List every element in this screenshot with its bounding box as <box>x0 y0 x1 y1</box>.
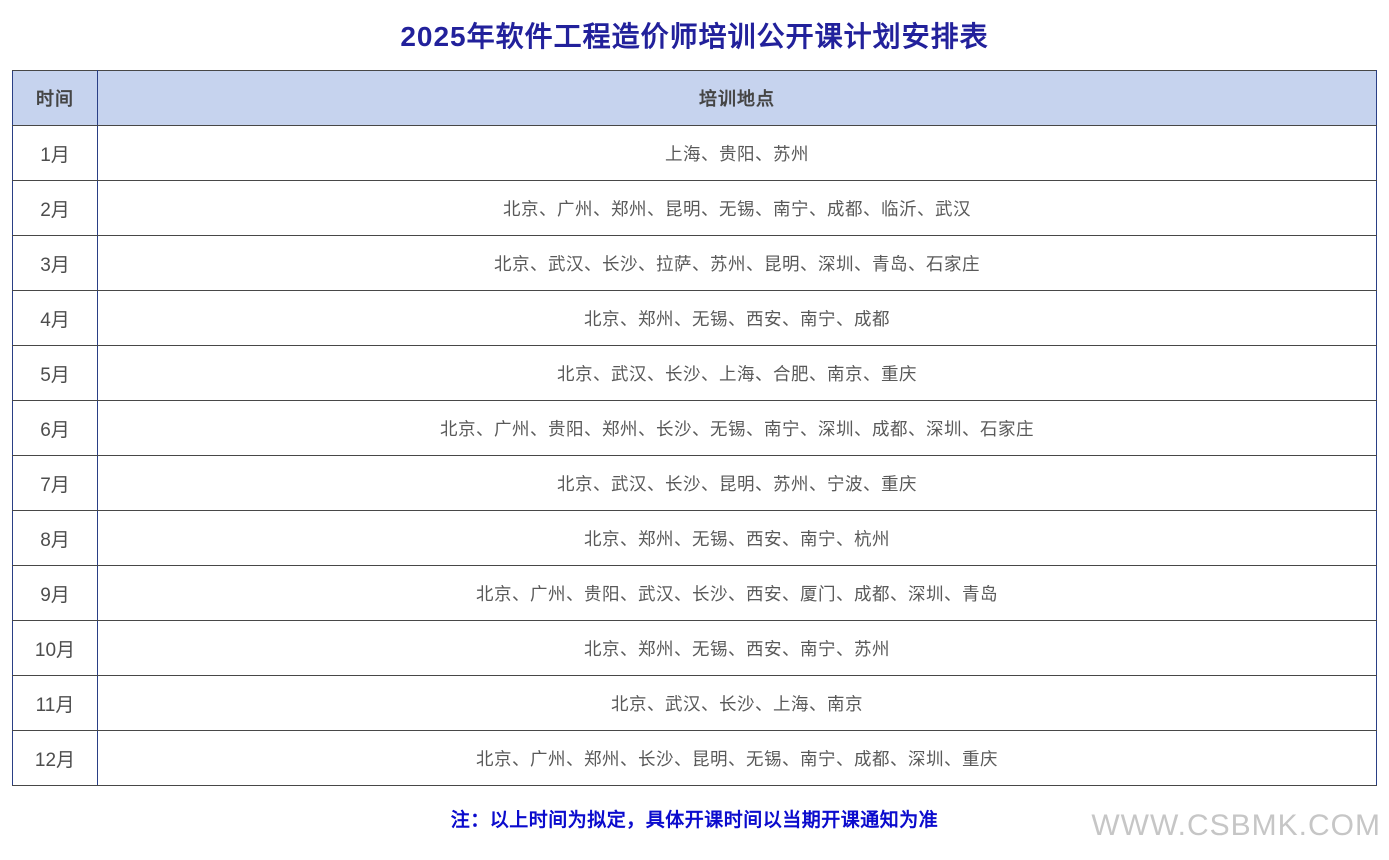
header-location: 培训地点 <box>97 70 1377 126</box>
table-row: 7月 北京、武汉、长沙、昆明、苏州、宁波、重庆 <box>12 455 1377 511</box>
month-cell: 6月 <box>12 400 98 456</box>
table-row: 2月 北京、广州、郑州、昆明、无锡、南宁、成都、临沂、武汉 <box>12 180 1377 236</box>
header-row: 时间 培训地点 <box>12 70 1377 126</box>
table-row: 3月 北京、武汉、长沙、拉萨、苏州、昆明、深圳、青岛、石家庄 <box>12 235 1377 291</box>
month-cell: 7月 <box>12 455 98 511</box>
table-row: 4月 北京、郑州、无锡、西安、南宁、成都 <box>12 290 1377 346</box>
month-cell: 3月 <box>12 235 98 291</box>
month-cell: 8月 <box>12 510 98 566</box>
locations-cell: 北京、武汉、长沙、上海、合肥、南京、重庆 <box>97 345 1377 401</box>
locations-cell: 北京、广州、郑州、长沙、昆明、无锡、南宁、成都、深圳、重庆 <box>97 730 1377 786</box>
table-row: 9月 北京、广州、贵阳、武汉、长沙、西安、厦门、成都、深圳、青岛 <box>12 565 1377 621</box>
schedule-table: 时间 培训地点 1月 上海、贵阳、苏州 2月 北京、广州、郑州、昆明、无锡、南宁… <box>12 70 1377 786</box>
locations-cell: 北京、武汉、长沙、拉萨、苏州、昆明、深圳、青岛、石家庄 <box>97 235 1377 291</box>
locations-cell: 北京、武汉、长沙、昆明、苏州、宁波、重庆 <box>97 455 1377 511</box>
table-row: 5月 北京、武汉、长沙、上海、合肥、南京、重庆 <box>12 345 1377 401</box>
locations-cell: 北京、郑州、无锡、西安、南宁、苏州 <box>97 620 1377 676</box>
month-cell: 10月 <box>12 620 98 676</box>
locations-cell: 北京、郑州、无锡、西安、南宁、成都 <box>97 290 1377 346</box>
month-cell: 4月 <box>12 290 98 346</box>
month-cell: 11月 <box>12 675 98 731</box>
header-time: 时间 <box>12 70 98 126</box>
table-row: 6月 北京、广州、贵阳、郑州、长沙、无锡、南宁、深圳、成都、深圳、石家庄 <box>12 400 1377 456</box>
locations-cell: 北京、广州、贵阳、郑州、长沙、无锡、南宁、深圳、成都、深圳、石家庄 <box>97 400 1377 456</box>
table-row: 12月 北京、广州、郑州、长沙、昆明、无锡、南宁、成都、深圳、重庆 <box>12 730 1377 786</box>
table-row: 11月 北京、武汉、长沙、上海、南京 <box>12 675 1377 731</box>
locations-cell: 北京、广州、贵阳、武汉、长沙、西安、厦门、成都、深圳、青岛 <box>97 565 1377 621</box>
month-cell: 12月 <box>12 730 98 786</box>
locations-cell: 北京、武汉、长沙、上海、南京 <box>97 675 1377 731</box>
month-cell: 5月 <box>12 345 98 401</box>
locations-cell: 上海、贵阳、苏州 <box>97 125 1377 181</box>
table-row: 8月 北京、郑州、无锡、西安、南宁、杭州 <box>12 510 1377 566</box>
table-row: 1月 上海、贵阳、苏州 <box>12 125 1377 181</box>
month-cell: 2月 <box>12 180 98 236</box>
locations-cell: 北京、郑州、无锡、西安、南宁、杭州 <box>97 510 1377 566</box>
page-title: 2025年软件工程造价师培训公开课计划安排表 <box>400 21 989 52</box>
locations-cell: 北京、广州、郑州、昆明、无锡、南宁、成都、临沂、武汉 <box>97 180 1377 236</box>
watermark: WWW.CSBMK.COM <box>1091 809 1381 842</box>
note-text: 注：以上时间为拟定，具体开课时间以当期开课通知为准 <box>450 810 939 831</box>
footer-area: 注：以上时间为拟定，具体开课时间以当期开课通知为准 WWW.CSBMK.COM <box>0 805 1389 860</box>
month-cell: 1月 <box>12 125 98 181</box>
table-row: 10月 北京、郑州、无锡、西安、南宁、苏州 <box>12 620 1377 676</box>
month-cell: 9月 <box>12 565 98 621</box>
